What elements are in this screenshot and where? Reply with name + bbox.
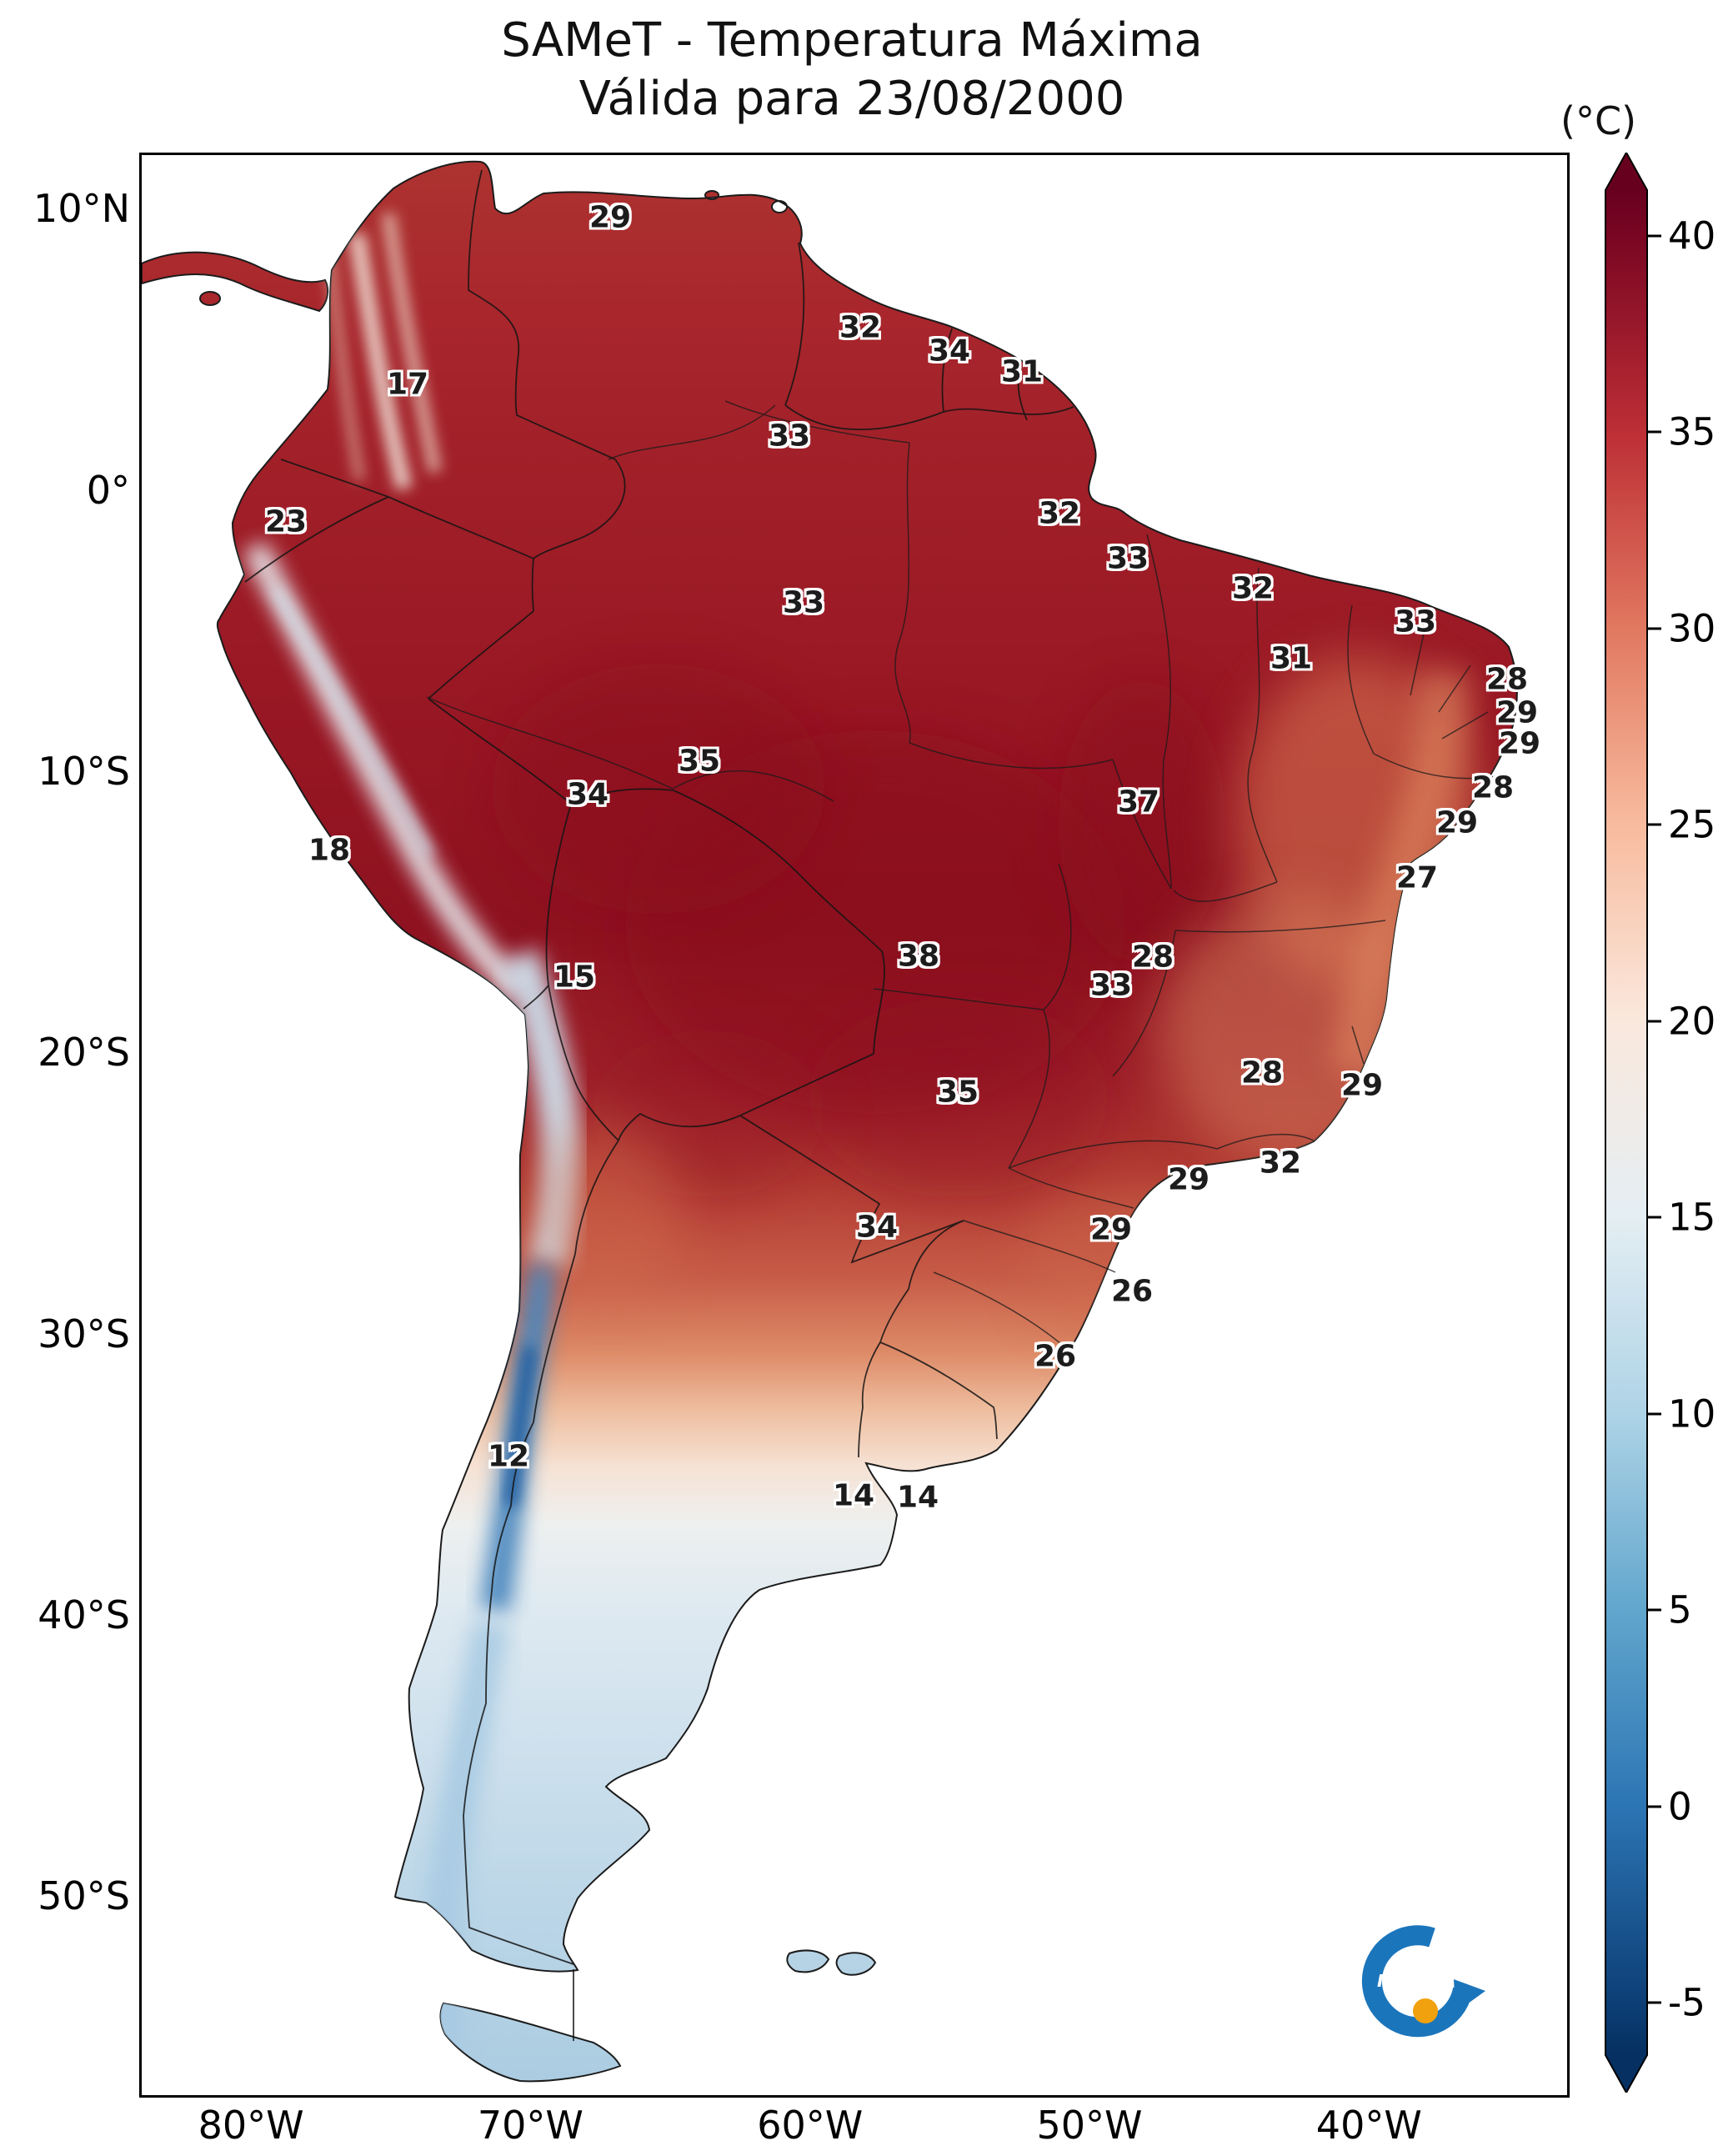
longitude-tick-label: 60°W [757,2103,864,2148]
colorbar-tick-mark [1648,1805,1661,1808]
longitude-tick-label: 40°W [1315,2103,1422,2148]
colorbar-tick-label: 5 [1668,1587,1692,1632]
state-borders [426,400,1497,1348]
temperature-label: 28 [1240,1055,1284,1091]
colorbar-tick-mark [1648,234,1661,238]
temperature-label: 33 [782,585,825,620]
colorbar-gradient-bar [1605,190,1647,2055]
colorbar-tick-mark [1648,627,1661,630]
latitude-tick-label: 10°S [38,749,130,795]
temperature-label: 32 [839,310,882,345]
temperature-label: 33 [1394,604,1437,639]
temperature-label: 31 [1270,641,1313,676]
latitude-tick-label: 20°S [38,1030,130,1075]
temperature-label: 23 [264,504,308,539]
temperature-label: 28 [1131,940,1175,975]
country-borders [244,169,1074,2041]
colorbar-tick-label: 20 [1668,999,1716,1044]
temperature-label: 26 [1034,1339,1077,1374]
temperature-label: 18 [308,833,351,868]
colorbar-unit-label: (°C) [1560,98,1637,143]
temperature-label: 29 [1167,1162,1210,1197]
inpe-logo-sphere [1413,1998,1438,2023]
temperature-label: 15 [553,960,596,995]
longitude-tick-label: 70°W [477,2103,584,2148]
colorbar-tick-mark [1648,430,1661,434]
temperature-label: 37 [1117,785,1160,820]
temperature-label: 17 [386,367,429,402]
colorbar-tick-mark [1648,823,1661,826]
temperature-label: 32 [1231,571,1275,606]
temperature-label: 14 [832,1478,875,1513]
colorbar-outline [1605,153,1648,2093]
latitude-tick-label: 30°S [38,1311,130,1356]
colorbar-tick-mark [1648,1608,1661,1612]
temperature-label: 28 [1471,770,1515,805]
temperature-label: 27 [1395,860,1439,895]
colorbar-tick-label: 15 [1668,1195,1716,1240]
temperature-label: 38 [897,939,940,974]
station-labels-layer: 29 17 23 32 34 31 33 32 33 33 32 33 31 28 29 29 28 29 27 35… [142,155,1567,2095]
colorbar-tick-label: 25 [1668,802,1716,847]
colorbar-tick-label: 35 [1668,409,1716,454]
temperature-label: 29 [1340,1068,1384,1103]
colorbar-tick-label: 30 [1668,606,1716,651]
temperature-label: 29 [1498,726,1541,761]
temperature-label: 14 [896,1480,939,1515]
page-subtitle: Válida para 23/08/2000 [579,72,1125,126]
temperature-label: 32 [1259,1146,1302,1181]
temperature-label: 26 [1110,1274,1154,1309]
inpe-logo-swoosh [1361,1925,1473,2038]
colorbar-tick-label: -5 [1668,1980,1705,2025]
temperature-label: 29 [1495,695,1539,730]
colorbar-tick-label: 40 [1668,213,1716,258]
latitude-tick-label: 0° [86,467,130,513]
temperature-label: 29 [1089,1212,1133,1247]
map-frame: INPE 29 17 23 32 34 31 33 32 33 33 32 33 31 28 29 29 28 2… [139,153,1570,2098]
temperature-label: 29 [1435,805,1479,840]
longitude-tick-label: 80°W [198,2103,304,2148]
colorbar-tick-mark [1648,1216,1661,1219]
longitude-tick-label: 50°W [1036,2103,1143,2148]
temperature-label: 35 [936,1075,979,1110]
temperature-label: 33 [1089,968,1133,1003]
south-america-temperature-map: INPE [142,160,1518,2083]
colorbar [1605,153,1648,2093]
temperature-label: 34 [928,333,971,369]
temperature-label: 12 [487,1439,530,1474]
inpe-logo: INPE [1361,1925,1485,2038]
page-title: SAMeT - Temperatura Máxima [501,13,1203,68]
latitude-tick-label: 40°S [38,1592,130,1637]
temperature-label: 31 [1000,354,1044,389]
temperature-label: 34 [566,777,609,812]
temperature-label: 35 [678,744,721,779]
latitude-tick-label: 50°S [38,1873,130,1919]
colorbar-under-arrow [1605,2055,1647,2093]
colorbar-tick-mark [1648,1020,1661,1023]
temperature-field-overlays [243,212,1484,2049]
colorbar-tick-label: 10 [1668,1391,1716,1436]
temperature-label: 33 [768,419,811,454]
inpe-logo-text: INPE [1377,1971,1421,1991]
temperature-label: 29 [589,200,632,235]
temperature-label: 32 [1038,496,1081,531]
colorbar-over-arrow [1605,153,1647,190]
inpe-logo-arrow [1454,1979,1485,2013]
temperature-label: 34 [855,1210,899,1245]
colorbar-tick-label: 0 [1668,1784,1692,1829]
colorbar-tick-mark [1648,2001,1661,2004]
temperature-label: 28 [1485,662,1529,697]
latitude-tick-label: 10°N [33,186,130,232]
colorbar-tick-mark [1648,1412,1661,1416]
temperature-label: 33 [1106,541,1150,576]
